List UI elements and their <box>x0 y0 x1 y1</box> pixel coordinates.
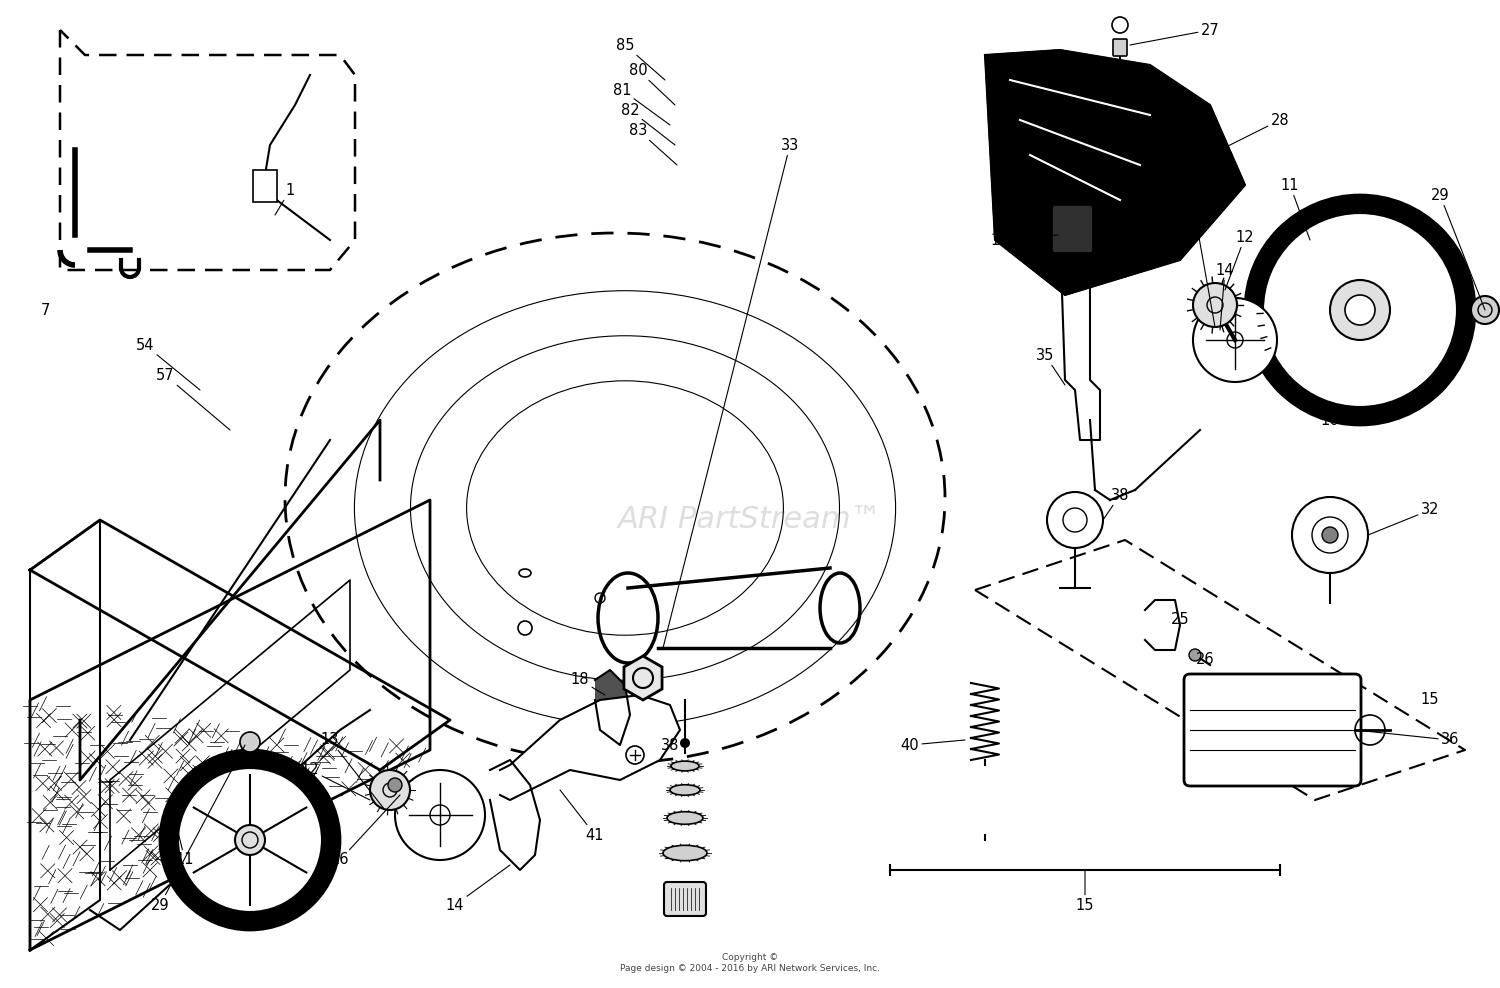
Text: 13: 13 <box>1186 207 1215 327</box>
Text: 80: 80 <box>628 62 675 105</box>
Text: 28: 28 <box>1210 113 1290 155</box>
Text: 13: 13 <box>321 732 386 810</box>
Text: 15: 15 <box>1420 693 1440 707</box>
Text: 33: 33 <box>663 137 800 648</box>
Polygon shape <box>624 656 662 700</box>
Text: 1: 1 <box>274 183 294 215</box>
Circle shape <box>178 768 322 912</box>
Text: 41: 41 <box>560 790 604 843</box>
Text: 83: 83 <box>628 123 676 165</box>
Text: 12: 12 <box>1226 229 1254 290</box>
Polygon shape <box>596 670 630 745</box>
Text: 40: 40 <box>900 737 964 753</box>
Circle shape <box>1192 283 1237 327</box>
Circle shape <box>1192 298 1276 382</box>
Text: 85: 85 <box>615 38 664 80</box>
Text: 54: 54 <box>135 338 200 390</box>
FancyBboxPatch shape <box>254 170 278 202</box>
Text: 12: 12 <box>300 763 370 800</box>
Circle shape <box>236 825 266 855</box>
Circle shape <box>394 770 484 860</box>
Text: 82: 82 <box>621 103 675 145</box>
Text: 57: 57 <box>156 368 230 430</box>
Circle shape <box>388 778 402 792</box>
Polygon shape <box>986 50 1245 295</box>
Circle shape <box>1292 497 1368 573</box>
FancyBboxPatch shape <box>664 882 706 916</box>
Polygon shape <box>500 695 680 800</box>
Text: 38: 38 <box>1102 487 1130 520</box>
Text: 18: 18 <box>570 673 604 695</box>
Text: 15: 15 <box>1076 870 1094 913</box>
Polygon shape <box>1060 235 1100 440</box>
Text: 81: 81 <box>612 83 670 125</box>
Circle shape <box>1047 492 1102 548</box>
Text: 32: 32 <box>1368 503 1440 535</box>
Text: 29: 29 <box>150 745 244 913</box>
Text: 18: 18 <box>990 232 1058 248</box>
Text: ARI PartStream™: ARI PartStream™ <box>618 506 882 535</box>
Text: 11: 11 <box>176 820 195 867</box>
Ellipse shape <box>668 812 704 824</box>
Text: 25: 25 <box>1170 613 1190 627</box>
Text: 29: 29 <box>1431 188 1485 310</box>
Circle shape <box>1346 295 1376 325</box>
Text: 27: 27 <box>1130 23 1220 45</box>
Ellipse shape <box>670 761 699 771</box>
Text: 14: 14 <box>446 865 510 913</box>
FancyBboxPatch shape <box>1113 39 1126 56</box>
Text: 7: 7 <box>40 302 50 317</box>
Text: 11: 11 <box>1281 178 1310 240</box>
Text: 26: 26 <box>1196 652 1215 668</box>
Polygon shape <box>1144 600 1180 650</box>
Circle shape <box>1263 213 1456 407</box>
Text: Copyright ©
Page design © 2004 - 2016 by ARI Network Services, Inc.: Copyright © Page design © 2004 - 2016 by… <box>620 953 880 973</box>
Circle shape <box>1472 296 1498 324</box>
Circle shape <box>680 738 690 748</box>
Circle shape <box>1190 649 1202 661</box>
Circle shape <box>240 732 260 752</box>
Polygon shape <box>490 760 540 870</box>
Text: 16: 16 <box>1320 413 1340 428</box>
Ellipse shape <box>663 846 706 861</box>
Circle shape <box>626 746 644 764</box>
Text: 38: 38 <box>662 737 680 753</box>
Text: 16: 16 <box>330 795 400 867</box>
Polygon shape <box>30 520 100 950</box>
Ellipse shape <box>670 784 700 795</box>
Circle shape <box>1322 527 1338 543</box>
Text: 35: 35 <box>1036 348 1065 385</box>
Circle shape <box>1245 195 1474 425</box>
Polygon shape <box>30 520 450 770</box>
FancyBboxPatch shape <box>1052 205 1094 253</box>
Circle shape <box>160 750 340 930</box>
Text: 36: 36 <box>1354 730 1460 748</box>
Circle shape <box>1330 280 1390 340</box>
Text: 14: 14 <box>1215 263 1234 330</box>
Circle shape <box>370 770 410 810</box>
FancyBboxPatch shape <box>1184 674 1360 786</box>
Polygon shape <box>30 500 430 950</box>
